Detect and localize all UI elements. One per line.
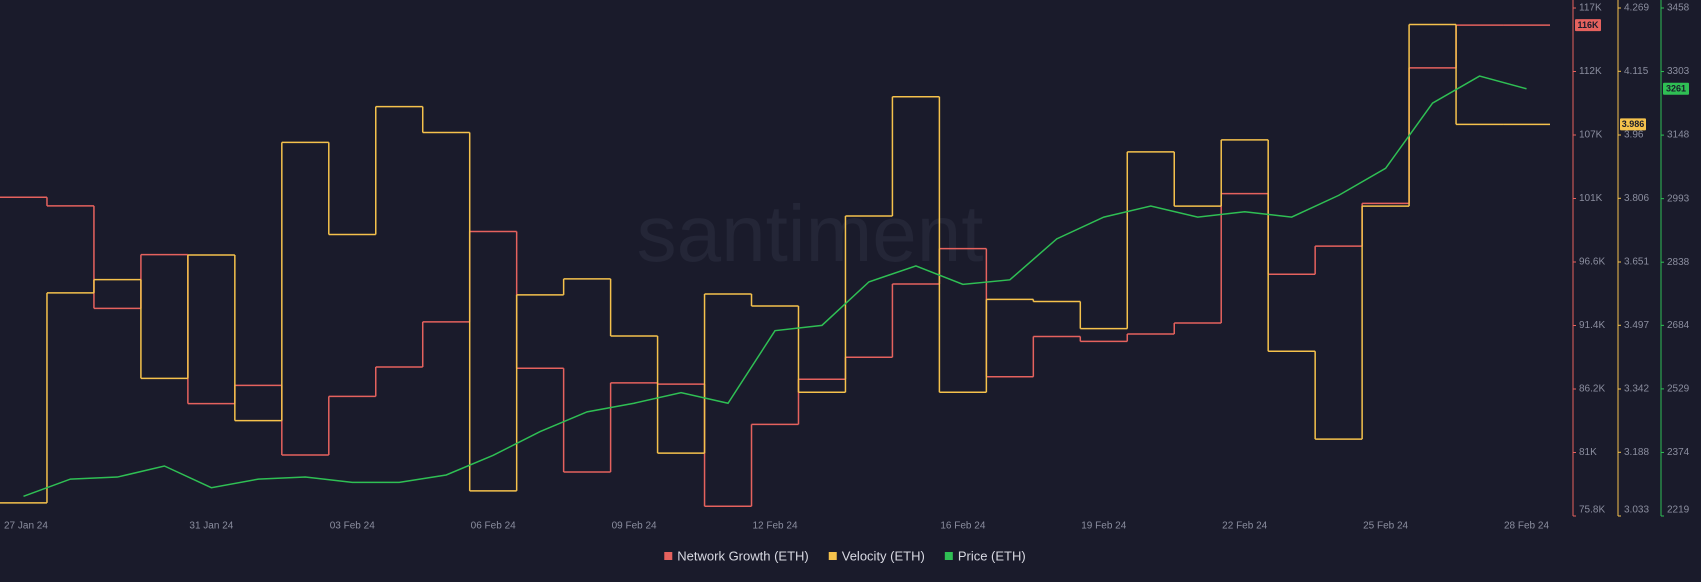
last-value-badge bbox=[1620, 118, 1646, 131]
watermark: santiment bbox=[637, 189, 984, 278]
price-line bbox=[23, 75, 1527, 498]
y-tick-label: 3458 bbox=[1667, 3, 1690, 14]
y-tick-label: 2374 bbox=[1667, 447, 1690, 458]
last-value-badge bbox=[1663, 82, 1689, 95]
y-tick-label: 75.8K bbox=[1579, 505, 1605, 516]
legend-label: Price (ETH) bbox=[958, 548, 1026, 563]
y-tick-label: 3.188 bbox=[1624, 447, 1649, 458]
legend-swatch bbox=[944, 552, 953, 560]
x-tick-label: 25 Feb 24 bbox=[1363, 521, 1408, 532]
y-tick-label: 2838 bbox=[1667, 257, 1690, 268]
y-tick-label: 112K bbox=[1579, 66, 1602, 77]
y-tick-label: 3303 bbox=[1667, 66, 1690, 77]
y-tick-label: 107K bbox=[1579, 130, 1603, 141]
last-value-badge bbox=[1575, 19, 1601, 32]
x-tick-label: 28 Feb 24 bbox=[1504, 521, 1549, 532]
y-tick-label: 96.6K bbox=[1579, 257, 1605, 268]
y-tick-label: 2219 bbox=[1667, 505, 1690, 516]
y-tick-label: 3.806 bbox=[1624, 193, 1649, 204]
y-tick-label: 3.96 bbox=[1624, 130, 1644, 141]
legend-swatch bbox=[828, 552, 837, 560]
x-tick-label: 27 Jan 24 bbox=[4, 521, 48, 532]
y-tick-label: 2684 bbox=[1667, 320, 1690, 331]
x-tick-label: 31 Jan 24 bbox=[189, 521, 233, 532]
x-tick-label: 16 Feb 24 bbox=[940, 521, 985, 532]
x-tick-label: 06 Feb 24 bbox=[471, 521, 516, 532]
legend-swatch bbox=[664, 552, 673, 560]
x-tick-label: 03 Feb 24 bbox=[330, 521, 375, 532]
x-tick-label: 22 Feb 24 bbox=[1222, 521, 1267, 532]
x-tick-label: 09 Feb 24 bbox=[612, 521, 657, 532]
last-value-label: 3261 bbox=[1666, 84, 1686, 94]
y-tick-label: 2993 bbox=[1667, 193, 1690, 204]
y-tick-label: 4.115 bbox=[1624, 66, 1649, 77]
y-tick-label: 4.269 bbox=[1624, 3, 1649, 14]
y-tick-label: 117K bbox=[1579, 3, 1602, 14]
x-tick-label: 12 Feb 24 bbox=[752, 521, 797, 532]
y-tick-label: 91.4K bbox=[1579, 320, 1605, 331]
y-tick-label: 3.342 bbox=[1624, 384, 1649, 395]
y-tick-label: 81K bbox=[1579, 447, 1597, 458]
y-tick-label: 3148 bbox=[1667, 130, 1690, 141]
y-tick-label: 101K bbox=[1579, 193, 1603, 204]
last-value-label: 3.986 bbox=[1622, 119, 1645, 129]
y-tick-label: 3.033 bbox=[1624, 505, 1649, 516]
legend-label: Velocity (ETH) bbox=[842, 548, 925, 563]
y-tick-label: 2529 bbox=[1667, 384, 1690, 395]
x-tick-label: 19 Feb 24 bbox=[1081, 521, 1126, 532]
y-tick-label: 86.2K bbox=[1579, 384, 1605, 395]
y-tick-label: 3.651 bbox=[1624, 257, 1649, 268]
legend-label: Network Growth (ETH) bbox=[677, 548, 808, 563]
last-value-label: 116K bbox=[1577, 20, 1599, 30]
y-tick-label: 3.497 bbox=[1624, 320, 1649, 331]
legend: Network Growth (ETH) Velocity (ETH) Price … bbox=[664, 548, 1026, 563]
